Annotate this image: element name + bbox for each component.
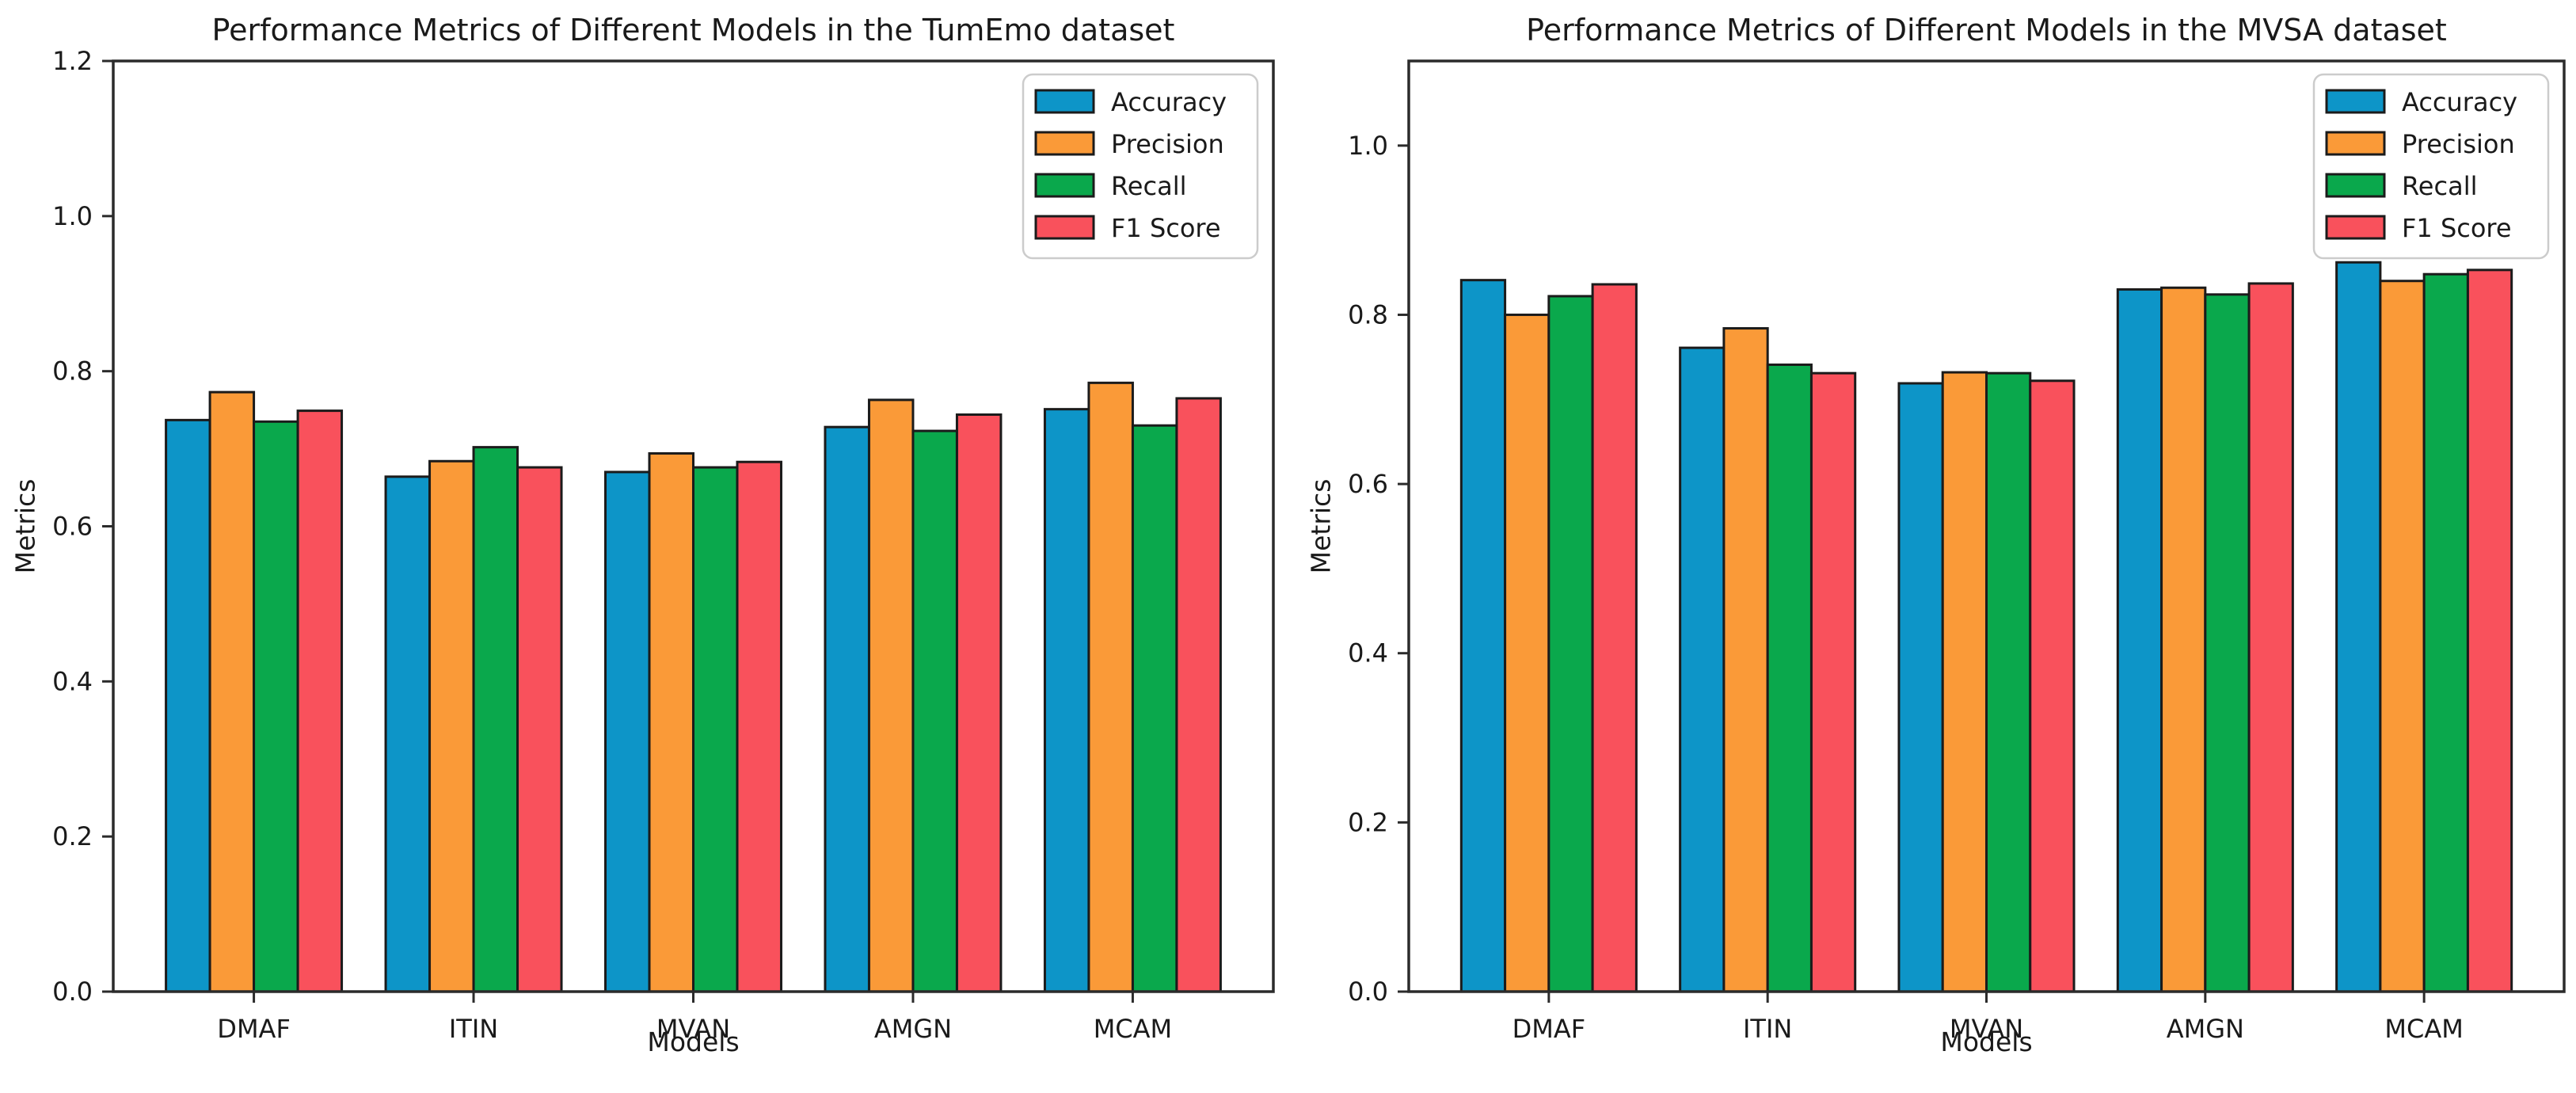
y-tick-label: 0.8: [52, 356, 93, 387]
bar-MVAN-accuracy: [1897, 382, 1944, 993]
bar-AMGN-f1-score: [2247, 282, 2294, 993]
y-tick-label: 0.2: [52, 821, 93, 851]
legend-label-accuracy: Accuracy: [1111, 87, 1227, 117]
bar-MVAN-accuracy: [604, 470, 651, 993]
mvsa-plot: 0.0 0.2 0.4 0.6 0.8 1.0 DMAF ITIN MVAN AMGN MCAM Ac…: [1348, 59, 2566, 1044]
bar-MVAN-f1-score: [736, 460, 782, 993]
bar-MVAN-recall: [692, 466, 739, 993]
y-tick-label: 0.4: [1348, 638, 1388, 668]
x-axis-label-mvsa: Models: [1940, 1026, 2033, 1057]
y-tick-label: 0.2: [1348, 807, 1388, 837]
chart-title-mvsa: Performance Metrics of Different Models …: [1526, 13, 2447, 48]
bar-DMAF-f1-score: [296, 409, 344, 993]
legend-swatch-accuracy: [1034, 89, 1095, 114]
bar-AMGN-precision: [2160, 286, 2207, 993]
y-tick-label: 1.0: [1348, 131, 1388, 161]
bar-MVAN-precision: [648, 451, 694, 993]
bar-AMGN-accuracy: [2116, 288, 2163, 993]
x-tick-label: DMAF: [1512, 1014, 1586, 1044]
bar-DMAF-recall: [253, 420, 299, 993]
y-tick-label: 1.0: [52, 201, 93, 231]
bar-ITIN-recall: [1766, 363, 1813, 993]
x-tick-label: AMGN: [874, 1014, 952, 1044]
x-tick-label: ITIN: [1743, 1014, 1792, 1044]
bar-AMGN-accuracy: [824, 425, 870, 993]
legend-swatch-f1-score: [1034, 215, 1095, 240]
bar-MCAM-precision: [2379, 280, 2426, 993]
bar-MCAM-recall: [2422, 272, 2469, 993]
y-tick-label: 0.6: [52, 512, 93, 542]
legend-box: [1022, 73, 1259, 260]
bar-MCAM-accuracy: [2335, 261, 2382, 993]
legend-label-precision: Precision: [1111, 129, 1224, 159]
legend-swatch-f1-score: [2325, 215, 2386, 240]
legend-label-f1-score: F1 Score: [1111, 213, 1221, 243]
bar-MCAM-f1-score: [1175, 397, 1222, 993]
bar-ITIN-accuracy: [384, 475, 432, 993]
legend-label-f1-score: F1 Score: [2402, 213, 2512, 243]
bar-AMGN-recall: [2204, 293, 2251, 993]
bar-ITIN-f1-score: [516, 466, 563, 993]
y-tick-label: 1.2: [52, 46, 93, 76]
bar-AMGN-f1-score: [955, 413, 1003, 993]
bar-DMAF-accuracy: [1459, 279, 1507, 993]
tumemo-legend: Accuracy Precision Recall F1 Score: [1022, 73, 1259, 260]
legend-label-accuracy: Accuracy: [2402, 87, 2517, 117]
y-tick-label: 0.6: [1348, 469, 1388, 499]
plot-frame: [112, 59, 1275, 993]
bar-ITIN-accuracy: [1679, 346, 1726, 993]
legend-label-recall: Recall: [1111, 171, 1186, 201]
mvsa-legend: Accuracy Precision Recall F1 Score: [2312, 73, 2550, 260]
bar-ITIN-precision: [428, 459, 475, 993]
x-tick-label: MCAM: [1094, 1014, 1172, 1044]
bar-DMAF-f1-score: [1591, 283, 1638, 993]
x-tick-label: MCAM: [2384, 1014, 2463, 1044]
x-tick-label: MVAN: [656, 1014, 730, 1044]
x-tick-label: ITIN: [449, 1014, 498, 1044]
bar-ITIN-precision: [1722, 327, 1769, 993]
bar-ITIN-f1-score: [1809, 371, 1857, 993]
bar-AMGN-recall: [911, 429, 958, 993]
bar-MCAM-recall: [1131, 424, 1178, 993]
bar-MVAN-f1-score: [2029, 379, 2076, 993]
plot-frame: [1407, 59, 2566, 993]
bar-DMAF-precision: [208, 390, 256, 993]
x-axis-label-tumemo: Models: [647, 1026, 740, 1057]
x-tick-label: MVAN: [1950, 1014, 2023, 1044]
legend-swatch-precision: [1034, 131, 1095, 156]
y-tick-label: 0.4: [52, 666, 93, 696]
bar-DMAF-accuracy: [165, 418, 211, 993]
y-tick-label: 0.0: [1348, 977, 1388, 1007]
legend-label-precision: Precision: [2402, 129, 2515, 159]
bar-MCAM-accuracy: [1043, 408, 1090, 993]
legend-box: [2312, 73, 2550, 260]
legend-label-recall: Recall: [2402, 171, 2477, 201]
bar-MCAM-f1-score: [2466, 268, 2513, 993]
legend-swatch-accuracy: [2325, 89, 2386, 114]
legend-swatch-recall: [1034, 173, 1095, 198]
x-tick-label: AMGN: [2167, 1014, 2244, 1044]
y-tick-label: 0.8: [1348, 299, 1388, 329]
bar-DMAF-recall: [1547, 295, 1594, 993]
y-tick-label: 0.0: [52, 977, 93, 1007]
legend-swatch-recall: [2325, 173, 2386, 198]
tumemo-plot: 0.0 0.2 0.4 0.6 0.8 1.0 1.2 DMAF ITIN MVAN AMGN MCA…: [52, 46, 1275, 1044]
bar-MVAN-precision: [1941, 371, 1988, 993]
legend-swatch-precision: [2325, 131, 2386, 156]
bar-AMGN-precision: [867, 398, 915, 993]
bar-ITIN-recall: [472, 446, 519, 993]
bar-DMAF-precision: [1504, 313, 1551, 993]
chart-title-tumemo: Performance Metrics of Different Models …: [211, 13, 1175, 48]
x-tick-label: DMAF: [217, 1014, 291, 1044]
bar-MVAN-recall: [1985, 371, 2032, 993]
bar-MCAM-precision: [1087, 381, 1134, 993]
